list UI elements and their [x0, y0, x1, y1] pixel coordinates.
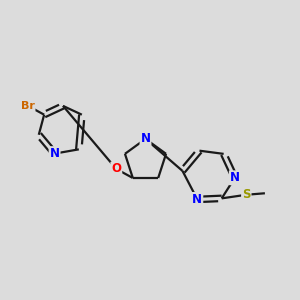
Text: N: N [50, 147, 60, 160]
Text: N: N [230, 171, 240, 184]
Text: Br: Br [21, 101, 34, 111]
Text: S: S [242, 188, 250, 201]
Text: N: N [140, 132, 151, 146]
Text: O: O [111, 163, 121, 176]
Text: N: N [192, 193, 202, 206]
